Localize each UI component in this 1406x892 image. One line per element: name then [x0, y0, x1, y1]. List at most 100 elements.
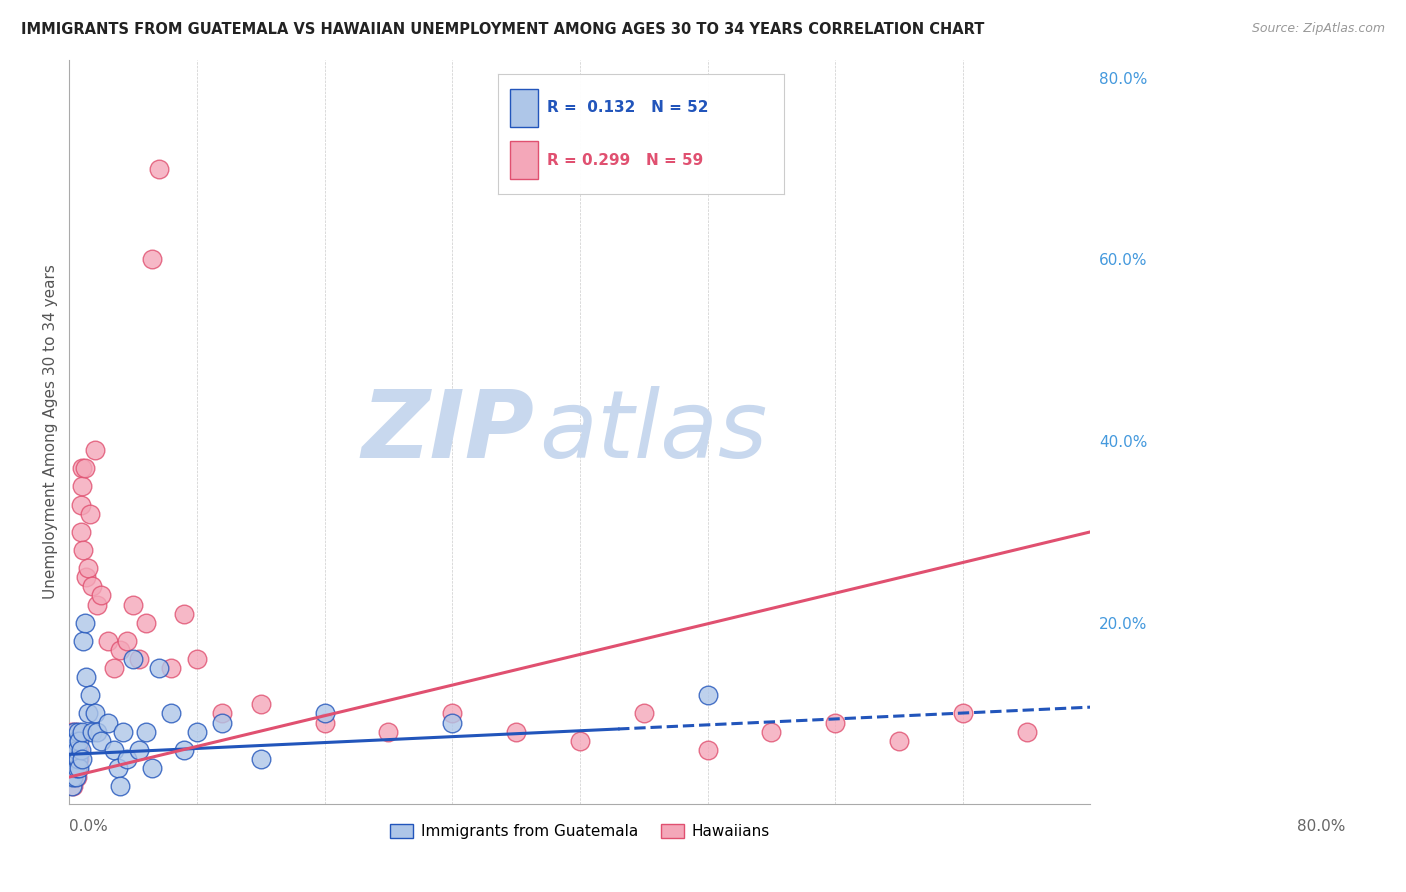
Point	[75, 570, 97, 584]
Point	[62, 743, 84, 757]
Point	[110, 643, 132, 657]
Point	[115, 752, 138, 766]
Point	[59, 770, 82, 784]
Point	[96, 633, 118, 648]
Point	[887, 733, 910, 747]
Point	[633, 706, 655, 721]
Point	[69, 524, 91, 539]
Point	[62, 770, 84, 784]
Point	[59, 752, 82, 766]
Text: Source: ZipAtlas.com: Source: ZipAtlas.com	[1251, 22, 1385, 36]
Point	[70, 752, 93, 766]
Point	[107, 761, 129, 775]
Point	[160, 661, 183, 675]
Point	[66, 752, 89, 766]
Point	[60, 724, 83, 739]
Point	[122, 598, 145, 612]
Point	[62, 779, 84, 793]
Point	[63, 724, 86, 739]
Point	[249, 752, 271, 766]
Point	[568, 733, 591, 747]
Point	[67, 724, 90, 739]
Point	[60, 779, 83, 793]
Point	[69, 743, 91, 757]
Point	[249, 698, 271, 712]
Text: 80.0%: 80.0%	[1298, 819, 1346, 834]
Point	[75, 670, 97, 684]
Point	[62, 761, 84, 775]
Point	[67, 761, 90, 775]
Text: ZIP: ZIP	[361, 386, 534, 478]
Point	[59, 743, 82, 757]
Point	[148, 661, 170, 675]
Point	[63, 761, 86, 775]
Point	[90, 733, 112, 747]
Point	[63, 752, 86, 766]
Point	[82, 579, 104, 593]
Point	[62, 752, 84, 766]
Point	[69, 761, 91, 775]
Point	[63, 733, 86, 747]
Point	[505, 724, 527, 739]
Point	[60, 761, 83, 775]
Point	[103, 743, 125, 757]
Point	[82, 724, 104, 739]
Point	[173, 607, 195, 621]
Point	[60, 743, 83, 757]
Point	[63, 770, 86, 784]
Text: 0.0%: 0.0%	[69, 819, 108, 834]
Point	[65, 761, 87, 775]
Point	[148, 161, 170, 176]
Point	[160, 706, 183, 721]
Point	[186, 724, 208, 739]
Point	[77, 561, 100, 575]
Point	[90, 589, 112, 603]
Point	[65, 724, 87, 739]
Point	[122, 652, 145, 666]
Point	[86, 598, 108, 612]
Point	[696, 743, 718, 757]
Point	[83, 443, 105, 458]
Point	[69, 498, 91, 512]
Point	[65, 733, 87, 747]
Point	[696, 689, 718, 703]
Text: IMMIGRANTS FROM GUATEMALA VS HAWAIIAN UNEMPLOYMENT AMONG AGES 30 TO 34 YEARS COR: IMMIGRANTS FROM GUATEMALA VS HAWAIIAN UN…	[21, 22, 984, 37]
Point	[65, 752, 87, 766]
Point	[141, 252, 163, 267]
Point	[69, 733, 91, 747]
Point	[72, 633, 94, 648]
Point	[96, 715, 118, 730]
Point	[69, 752, 91, 766]
Point	[211, 706, 233, 721]
Y-axis label: Unemployment Among Ages 30 to 34 years: Unemployment Among Ages 30 to 34 years	[44, 265, 58, 599]
Point	[952, 706, 974, 721]
Point	[83, 706, 105, 721]
Point	[70, 724, 93, 739]
Point	[103, 661, 125, 675]
Point	[1015, 724, 1038, 739]
Point	[135, 724, 157, 739]
Point	[69, 743, 91, 757]
Point	[62, 761, 84, 775]
Point	[63, 743, 86, 757]
Point	[128, 652, 150, 666]
Point	[60, 752, 83, 766]
Point	[60, 770, 83, 784]
Point	[77, 706, 100, 721]
Point	[65, 743, 87, 757]
Point	[79, 689, 101, 703]
Point	[72, 543, 94, 558]
Point	[441, 715, 464, 730]
Point	[67, 733, 90, 747]
Point	[79, 507, 101, 521]
Legend: Immigrants from Guatemala, Hawaiians: Immigrants from Guatemala, Hawaiians	[384, 818, 776, 845]
Point	[67, 752, 90, 766]
Point	[59, 761, 82, 775]
Point	[73, 615, 96, 630]
Text: atlas: atlas	[538, 386, 768, 477]
Point	[314, 715, 336, 730]
Point	[65, 770, 87, 784]
Point	[141, 761, 163, 775]
Point	[66, 770, 89, 784]
Point	[824, 715, 846, 730]
